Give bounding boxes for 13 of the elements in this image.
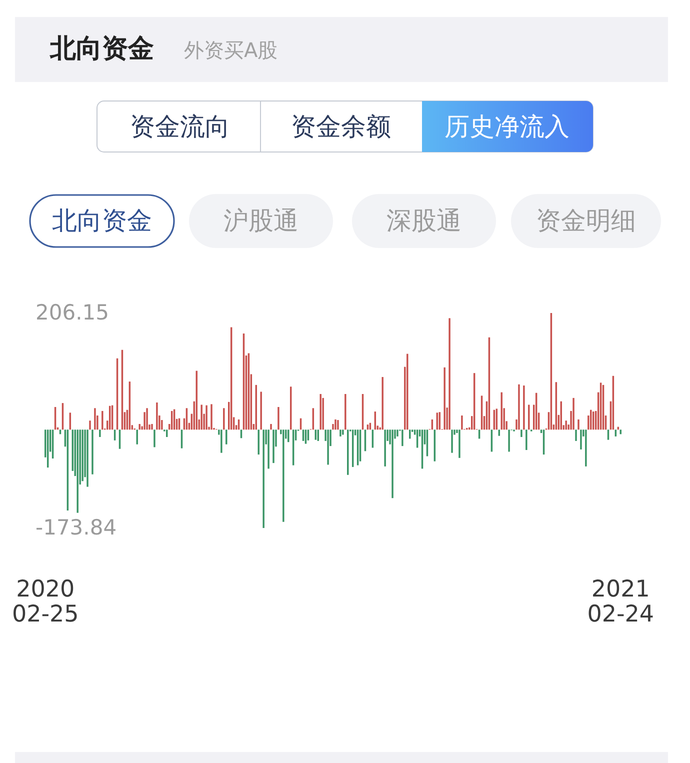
chart-subtitle: 外资买A股 bbox=[184, 38, 278, 62]
chart-title: 北向资金 bbox=[49, 34, 154, 64]
text: 历史净流入 bbox=[444, 112, 570, 141]
x-tick-label: 2020 02-25 bbox=[12, 576, 79, 628]
y-tick-label: -173.84 bbox=[36, 516, 117, 540]
x-tick-label: 2021 02-24 bbox=[587, 576, 654, 628]
text: 资金流向 bbox=[130, 112, 230, 141]
text: 深股通 bbox=[386, 206, 462, 235]
text: 资金明细 bbox=[536, 206, 636, 235]
text: 沪股通 bbox=[224, 206, 298, 235]
text: 资金余额 bbox=[291, 112, 391, 141]
text: 北向资金 bbox=[52, 206, 152, 235]
y-tick-label: 206.15 bbox=[36, 300, 109, 324]
